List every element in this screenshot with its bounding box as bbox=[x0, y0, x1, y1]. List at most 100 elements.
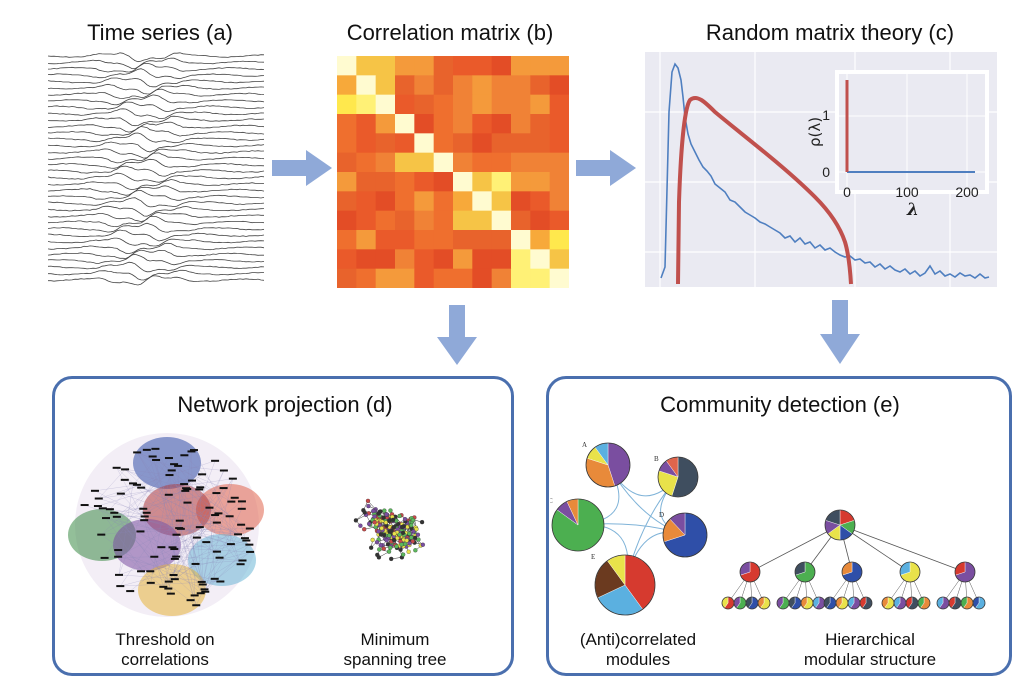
matrix-cell bbox=[433, 94, 454, 115]
inset-ytick-1: 1 bbox=[822, 107, 830, 123]
network-node bbox=[234, 533, 243, 536]
tree-node bbox=[379, 526, 384, 531]
matrix-cell bbox=[356, 210, 377, 231]
network-node bbox=[166, 592, 175, 595]
tree-node bbox=[410, 539, 415, 544]
network-node bbox=[159, 585, 168, 588]
network-node bbox=[246, 550, 255, 553]
caption-hierarchy: Hierarchical modular structure bbox=[780, 630, 960, 670]
tree-node bbox=[409, 523, 414, 528]
tree-node bbox=[401, 552, 406, 557]
time-series-line bbox=[48, 222, 265, 233]
matrix-cell bbox=[375, 152, 396, 173]
matrix-cell bbox=[549, 172, 569, 192]
matrix-cell bbox=[375, 75, 396, 96]
leaf-pie bbox=[721, 596, 735, 610]
time-series-line bbox=[48, 141, 265, 153]
network-node bbox=[180, 454, 189, 457]
time-series-line bbox=[48, 148, 265, 159]
tree-node bbox=[404, 538, 409, 543]
panel-d-title: Network projection (d) bbox=[177, 392, 393, 417]
matrix-cell bbox=[491, 94, 512, 115]
correlation-matrix-heatmap bbox=[337, 56, 569, 288]
tree-node bbox=[407, 531, 412, 536]
time-series-line bbox=[48, 101, 265, 113]
matrix-cell bbox=[414, 75, 435, 96]
matrix-cell bbox=[472, 191, 493, 212]
matrix-cell bbox=[453, 94, 473, 115]
leaf-pie bbox=[948, 596, 962, 610]
matrix-cell bbox=[549, 268, 569, 288]
network-node bbox=[196, 592, 205, 595]
rmt-eigenvalue-plot: 1 0 0 100 200 λ ρ(λ) bbox=[645, 52, 997, 287]
matrix-cell bbox=[337, 268, 357, 288]
matrix-cell bbox=[414, 133, 435, 154]
matrix-cell bbox=[356, 230, 377, 250]
matrix-cell bbox=[453, 191, 473, 212]
matrix-cell bbox=[549, 230, 569, 250]
matrix-cell bbox=[491, 230, 512, 250]
network-node bbox=[132, 483, 141, 486]
tree-node bbox=[386, 549, 392, 554]
matrix-cell bbox=[395, 56, 415, 76]
inset-ytick-0: 0 bbox=[822, 164, 830, 180]
leaf-pie bbox=[776, 596, 790, 610]
network-node bbox=[146, 570, 155, 573]
time-series-line bbox=[48, 205, 265, 217]
tree-node bbox=[415, 532, 421, 537]
network-node bbox=[151, 447, 160, 450]
network-node bbox=[181, 489, 190, 492]
tree-node bbox=[370, 537, 375, 543]
tree-node bbox=[387, 533, 392, 538]
tree-node bbox=[376, 529, 381, 534]
time-series-line bbox=[48, 121, 265, 133]
module-letter: C bbox=[550, 497, 553, 505]
threshold-network-graph bbox=[68, 433, 264, 617]
network-node bbox=[102, 517, 111, 520]
tree-node bbox=[392, 531, 397, 536]
matrix-cell bbox=[453, 230, 473, 250]
matrix-cell bbox=[337, 152, 357, 173]
matrix-cell bbox=[375, 172, 396, 192]
matrix-cell bbox=[337, 56, 357, 76]
caption-mst-line2: spanning tree bbox=[343, 650, 447, 669]
network-node bbox=[165, 474, 174, 477]
matrix-cell bbox=[491, 75, 512, 96]
network-node bbox=[195, 526, 204, 529]
network-node bbox=[172, 533, 181, 536]
tree-node bbox=[406, 549, 411, 554]
inset-xtick-100: 100 bbox=[895, 184, 919, 200]
matrix-cell bbox=[337, 172, 357, 192]
leaf-pie bbox=[905, 596, 919, 610]
matrix-cell bbox=[453, 210, 473, 231]
matrix-cell bbox=[414, 172, 435, 192]
matrix-cell bbox=[511, 152, 531, 173]
network-node bbox=[175, 519, 184, 522]
matrix-cell bbox=[395, 268, 415, 288]
level1-pie bbox=[739, 561, 761, 583]
module-pie bbox=[662, 512, 708, 558]
matrix-cell bbox=[356, 268, 377, 288]
tree-node bbox=[402, 541, 408, 547]
tree-node bbox=[358, 523, 363, 528]
caption-threshold: Threshold on correlations bbox=[90, 630, 240, 670]
matrix-cell bbox=[549, 75, 569, 96]
matrix-cell bbox=[511, 133, 531, 154]
network-node bbox=[105, 508, 114, 511]
matrix-cell bbox=[472, 210, 493, 231]
leaf-pie bbox=[972, 596, 986, 610]
network-node bbox=[164, 580, 173, 583]
tree-node bbox=[374, 540, 380, 545]
matrix-cell bbox=[511, 230, 531, 250]
leaf-pie bbox=[757, 596, 771, 610]
inset-plot: 1 0 0 100 200 λ ρ(λ) bbox=[806, 70, 989, 220]
network-node bbox=[137, 486, 146, 489]
matrix-cell bbox=[491, 114, 512, 134]
module-pie bbox=[594, 554, 656, 616]
leaf-pie bbox=[847, 596, 861, 610]
network-node bbox=[136, 530, 145, 533]
matrix-cell bbox=[511, 249, 531, 270]
network-node bbox=[116, 585, 125, 588]
matrix-cell bbox=[433, 56, 454, 76]
network-node bbox=[202, 541, 211, 544]
